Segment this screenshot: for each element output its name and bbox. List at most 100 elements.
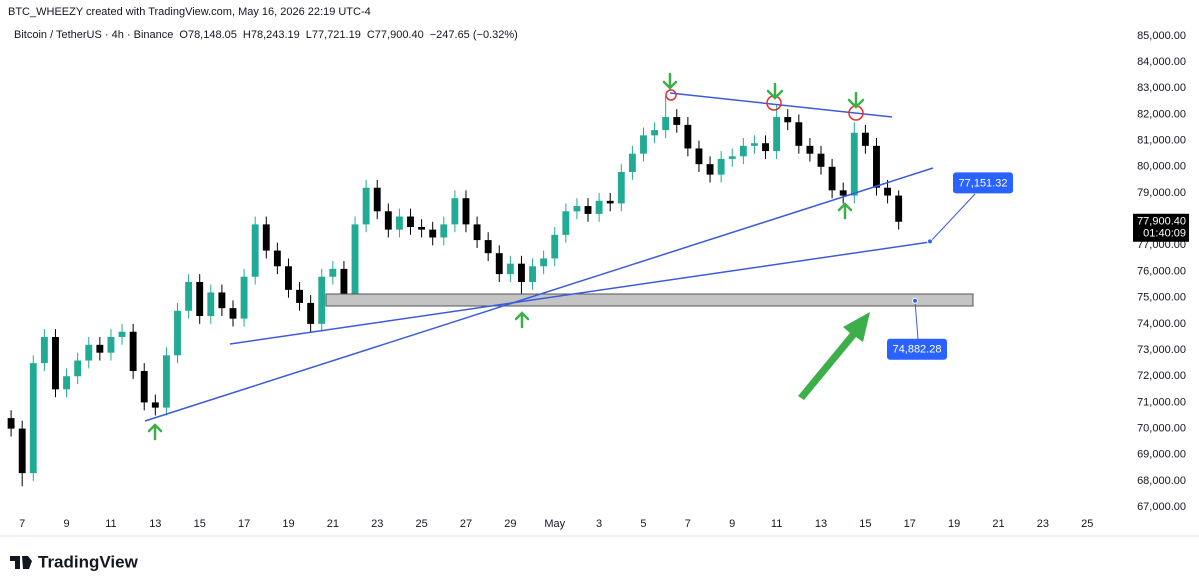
last-price-box xyxy=(1133,213,1189,242)
candle-body xyxy=(795,122,803,146)
candle-body xyxy=(462,198,470,225)
y-tick-label: 73,000.00 xyxy=(1137,344,1186,356)
candle-body xyxy=(739,145,747,157)
trendline xyxy=(229,241,931,345)
x-tick-label: 5 xyxy=(640,518,646,530)
x-tick-label: 27 xyxy=(460,518,472,530)
x-tick-label: 17 xyxy=(904,518,916,530)
up-arrow xyxy=(837,202,853,220)
x-tick-label: 25 xyxy=(1081,518,1093,530)
symbol: Bitcoin / TetherUS · 4h · Binance xyxy=(14,29,173,41)
x-tick-label: 17 xyxy=(238,518,250,530)
y-tick-label: 69,000.00 xyxy=(1137,449,1186,461)
candle-body xyxy=(651,130,659,136)
candle-body xyxy=(595,200,603,214)
candle-body xyxy=(196,281,204,317)
candles xyxy=(7,96,903,487)
candle-body xyxy=(362,187,370,225)
candle-body xyxy=(706,164,714,175)
drawings xyxy=(144,72,976,441)
candle-body xyxy=(218,292,226,309)
candle-body xyxy=(728,156,736,159)
x-tick-label: May xyxy=(544,518,565,530)
candle-body xyxy=(628,153,636,173)
candle-body xyxy=(717,158,725,175)
ohlc: L77,721.19 xyxy=(306,29,361,41)
x-tick-label: 11 xyxy=(105,518,116,530)
x-tick-label: 13 xyxy=(149,518,161,530)
x-tick-label: 25 xyxy=(415,518,427,530)
ohlc: H78,243.19 xyxy=(243,29,300,41)
candle-body xyxy=(118,331,126,337)
ohlc: O78,148.05 xyxy=(179,29,237,41)
price-label-box xyxy=(887,338,947,360)
candle-body xyxy=(673,117,681,125)
label-leader xyxy=(914,300,919,340)
x-tick-label: 3 xyxy=(596,518,602,530)
candle-body xyxy=(873,145,880,188)
x-tick-label: 15 xyxy=(859,518,871,530)
candle-body xyxy=(473,224,481,241)
countdown: 01:40:09 xyxy=(1143,228,1186,240)
candle-body xyxy=(418,227,426,230)
candle-body xyxy=(285,266,292,290)
candle-body xyxy=(140,371,148,403)
candle-body xyxy=(18,428,26,474)
candle-body xyxy=(451,198,459,225)
x-tick-label: 9 xyxy=(64,518,70,530)
candle-body xyxy=(174,310,181,356)
candle-body xyxy=(440,224,448,238)
x-tick-label: 19 xyxy=(948,518,960,530)
x-tick-label: 21 xyxy=(992,518,1004,530)
x-tick-label: 15 xyxy=(194,518,206,530)
candle-body xyxy=(74,360,82,377)
candle-body xyxy=(606,200,614,204)
candle-body xyxy=(762,143,769,152)
candle-body xyxy=(518,263,525,282)
candle-body xyxy=(384,211,392,230)
candle-body xyxy=(784,117,792,123)
candle-body xyxy=(495,253,503,275)
candle-body xyxy=(484,240,492,254)
candle-body xyxy=(695,148,703,165)
candle-body xyxy=(296,289,303,303)
anchor-dot xyxy=(912,297,918,304)
candle-body xyxy=(340,268,348,296)
y-tick-label: 72,000.00 xyxy=(1137,370,1186,382)
big-arrow xyxy=(798,312,870,400)
candle-body xyxy=(307,302,315,324)
y-tick-label: 75,000.00 xyxy=(1137,292,1186,304)
candle-body xyxy=(640,135,647,154)
y-tick-label: 85,000.00 xyxy=(1137,30,1186,42)
candle-body xyxy=(373,187,381,212)
down-arrow xyxy=(662,72,678,90)
y-tick-label: 84,000.00 xyxy=(1137,56,1186,68)
x-tick-label: 21 xyxy=(327,518,339,530)
x-tick-label: 29 xyxy=(504,518,516,530)
down-arrow xyxy=(766,82,784,100)
candle-body xyxy=(207,292,215,317)
y-tick-label: 67,000.00 xyxy=(1137,501,1186,513)
candle-body xyxy=(52,336,59,390)
y-tick-label: 81,000.00 xyxy=(1137,135,1186,147)
candle-body xyxy=(329,268,337,277)
y-tick-label: 83,000.00 xyxy=(1137,82,1186,94)
price-label: 74,882.28 xyxy=(893,344,942,356)
x-tick-label: 19 xyxy=(282,518,294,530)
candle-body xyxy=(861,132,869,146)
candle-body xyxy=(584,206,592,214)
y-tick-label: 82,000.00 xyxy=(1137,108,1186,120)
trendline xyxy=(144,167,934,422)
logo: TradingView xyxy=(10,552,139,571)
y-tick-label: 80,000.00 xyxy=(1137,161,1186,173)
candle-body xyxy=(506,263,514,275)
x-tick-label: 9 xyxy=(729,518,735,530)
last-price-label: 77,900.40 xyxy=(1137,216,1186,228)
candle-body xyxy=(806,145,814,154)
candle-body xyxy=(529,266,536,282)
candle-body xyxy=(96,344,104,353)
label-leader xyxy=(929,193,976,243)
candle-body xyxy=(185,281,193,311)
candle-body xyxy=(262,224,270,251)
symbol-legend: Bitcoin / TetherUS · 4h · Binance O78,148… xyxy=(14,29,518,41)
